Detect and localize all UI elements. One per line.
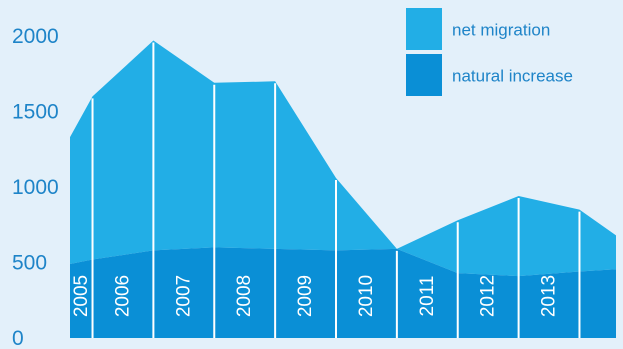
x-tick-label: 2012 [478,275,499,317]
x-tick-label: 2013 [539,275,560,317]
natural-increase-area [70,247,616,338]
x-tick-label: 2010 [356,275,377,317]
y-tick-label: 1000 [12,176,59,199]
legend-label: natural increase [452,67,573,86]
x-tick-label: 2011 [417,276,438,317]
x-tick-label: 2006 [112,275,133,317]
y-tick-label: 2000 [12,25,59,48]
legend-swatch [406,54,442,96]
y-tick-label: 500 [12,252,47,275]
legend-label: net migration [452,21,550,40]
x-tick-label: 2008 [234,275,255,317]
x-tick-label: 2009 [295,275,316,317]
x-tick-label: 2005 [71,275,92,317]
legend-swatch [406,8,442,50]
net-migration-area [70,40,616,277]
y-tick-label: 0 [12,327,24,349]
x-tick-label: 2007 [173,275,194,317]
y-tick-label: 1500 [12,101,59,124]
